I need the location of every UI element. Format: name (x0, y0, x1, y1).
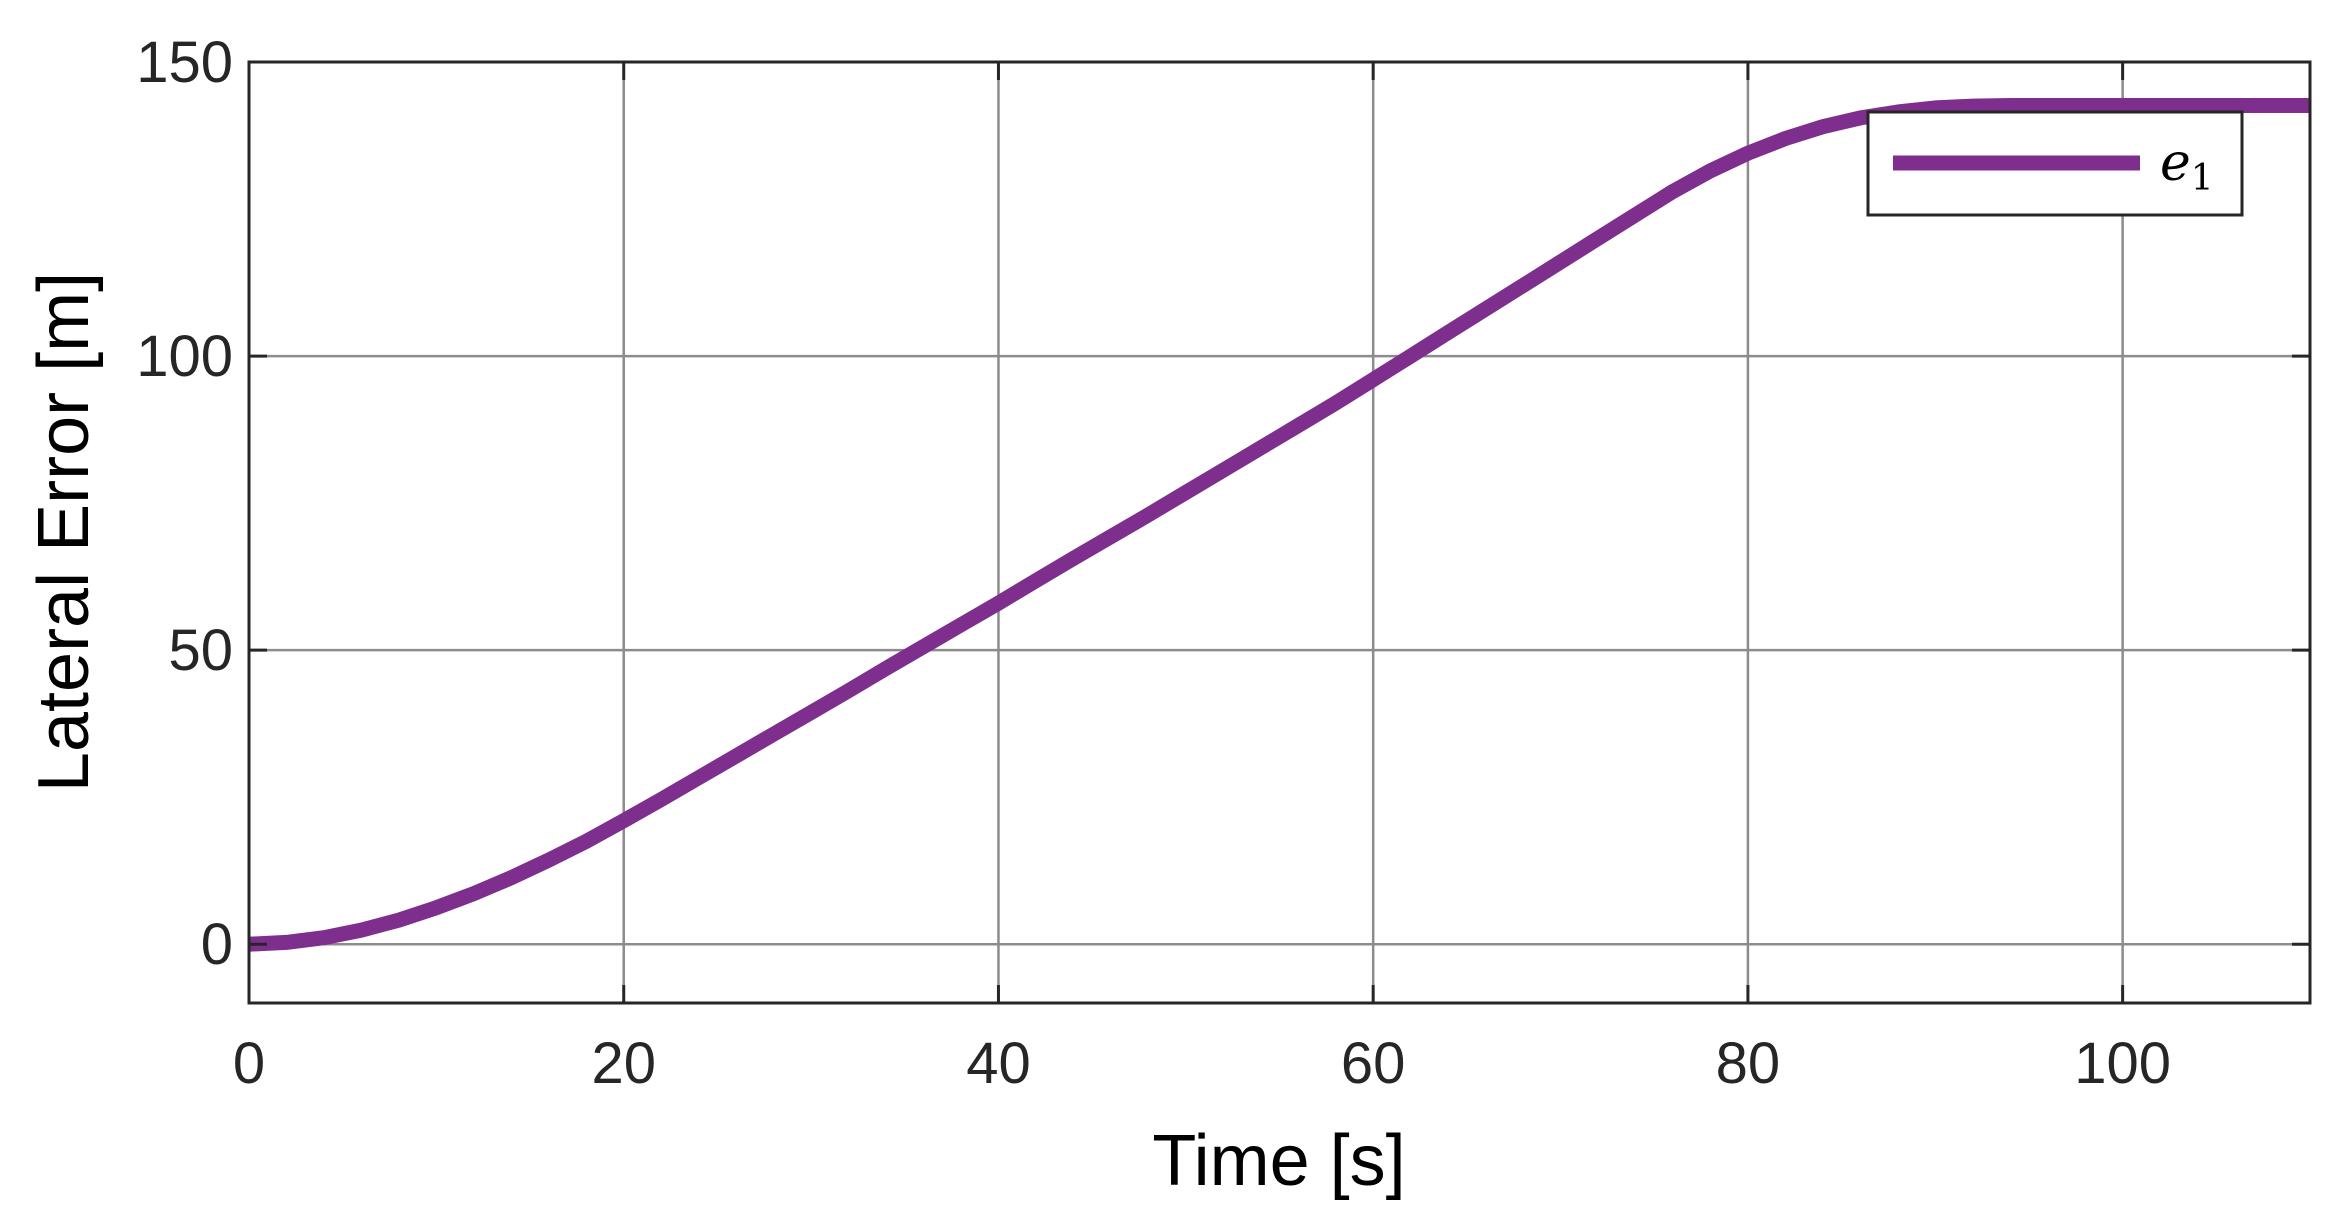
y-axis-label: Lateral Error [m] (24, 272, 104, 792)
x-tick-label: 20 (591, 1031, 656, 1096)
x-tick-label: 40 (966, 1031, 1031, 1096)
y-tick-label: 0 (201, 912, 233, 977)
y-tick-label: 100 (136, 324, 233, 389)
x-axis-label: Time [s] (1152, 1121, 1405, 1201)
axis-ticks: 0 20 40 60 80 100 0 50 100 150 (136, 30, 2310, 1096)
legend-label-name: e (2160, 133, 2191, 193)
x-tick-label: 80 (1716, 1031, 1781, 1096)
x-tick-label: 100 (2074, 1031, 2171, 1096)
y-tick-label: 50 (168, 618, 233, 683)
axes-box (247, 60, 2312, 1005)
legend: e1 (1866, 110, 2244, 217)
legend-label-e1: e1 (2160, 133, 2214, 199)
x-tick-label: 60 (1341, 1031, 1406, 1096)
legend-label-subscript: 1 (2191, 158, 2214, 199)
grid-lines (249, 62, 2310, 1003)
y-tick-label: 150 (136, 30, 233, 95)
x-tick-label: 0 (233, 1031, 265, 1096)
